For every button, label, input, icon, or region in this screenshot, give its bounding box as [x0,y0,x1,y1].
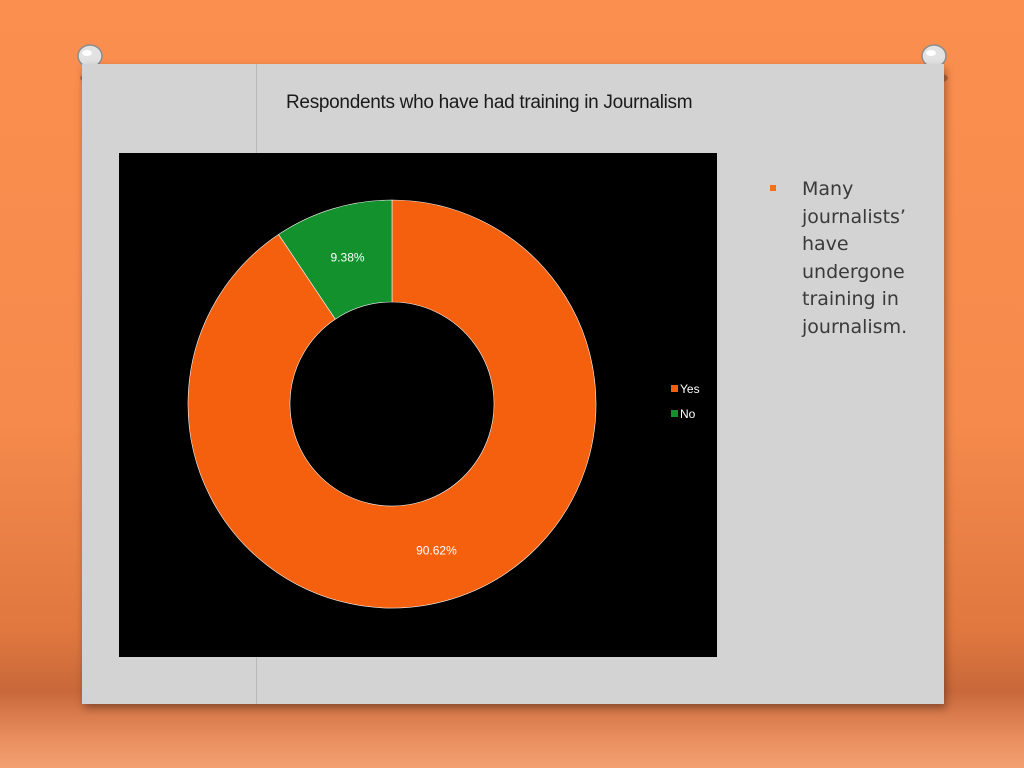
donut-chart: 90.62% 9.38% Yes No [119,153,717,657]
bullet-text: Many journalists’ have undergone trainin… [802,178,908,338]
legend-label-yes: Yes [680,382,700,396]
chart-svg: 90.62% 9.38% Yes No [187,199,700,609]
slide-title: Respondents who have had training in Jou… [286,92,693,113]
legend-label-no: No [680,407,696,421]
slice-label-yes: 90.62% [416,543,457,557]
slice-label-no: 9.38% [331,251,365,265]
donut-slice-yes [187,199,597,609]
donut-slice-no [278,199,393,320]
slide-board: Respondents who have had training in Jou… [82,64,944,704]
legend-swatch-yes [671,385,678,392]
bullet-square-icon [770,185,776,191]
legend-swatch-no [671,410,678,417]
